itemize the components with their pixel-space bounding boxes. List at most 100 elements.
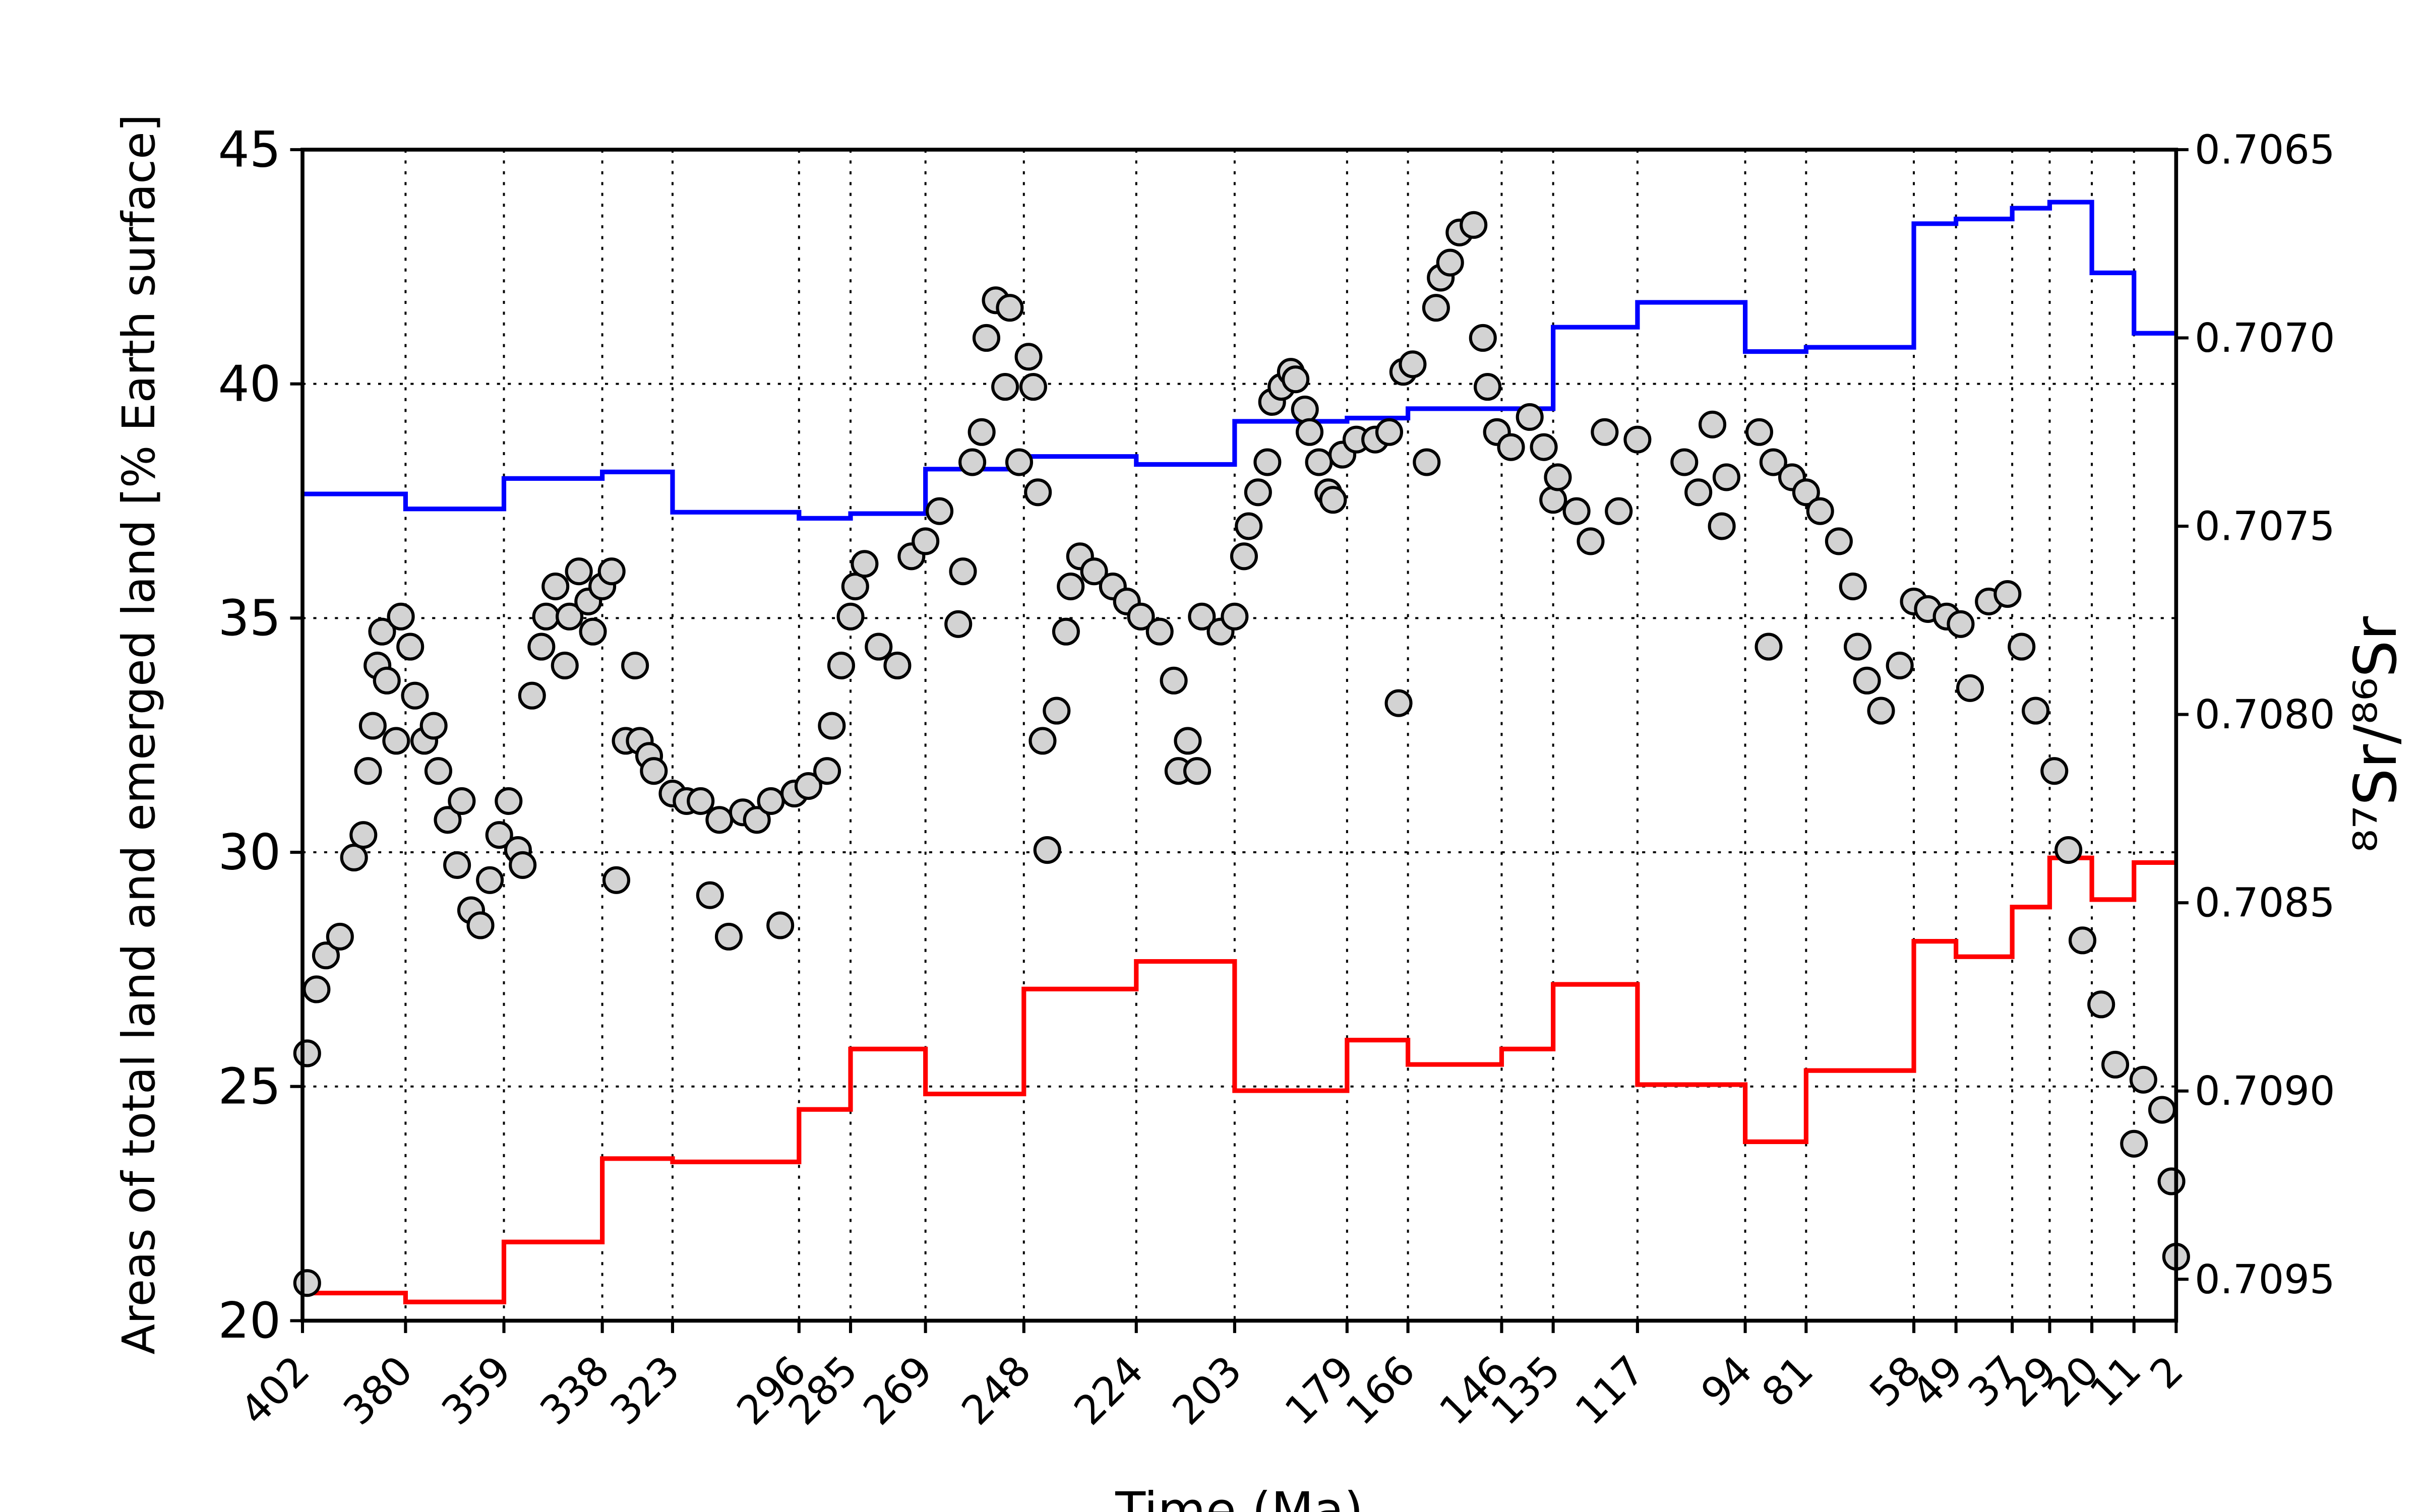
scatter-point [958, 448, 987, 476]
y-tick-label: 20 [218, 1292, 281, 1350]
scatter-point [2129, 1065, 2157, 1094]
scatter-point [326, 922, 354, 951]
scatter-point [1839, 573, 1867, 601]
x-tick-label: 402 [231, 1347, 319, 1434]
scatter-point [640, 757, 668, 785]
plot-frame [300, 148, 2179, 1323]
y2-axis-label: ⁸⁷Sr/⁸⁶Sr [2342, 616, 2410, 852]
scatter-point [794, 772, 822, 800]
y-tick-label: 25 [218, 1058, 281, 1115]
scatter-point [354, 757, 382, 785]
scatter-point [1670, 448, 1699, 476]
scatter-point [1843, 633, 1872, 661]
scatter-point [1591, 418, 1619, 446]
scatter-point [991, 373, 1019, 401]
scatter-point [556, 602, 584, 631]
scatter-point [448, 787, 476, 815]
scatter-point [1183, 757, 1212, 785]
scatter-point [532, 602, 560, 631]
scatter-point [1043, 697, 1071, 725]
scatter-point [1052, 617, 1080, 646]
scatter-point [851, 550, 879, 578]
scatter-point [1230, 542, 1258, 571]
scatter-point [1754, 633, 1783, 661]
scatter-point [1886, 651, 1914, 680]
x-tick-label: 94 [1692, 1347, 1761, 1416]
scatter-point [1295, 418, 1324, 446]
scatter-point [495, 787, 523, 815]
scatter-point [1019, 373, 1047, 401]
scatter-point [434, 806, 462, 834]
scatter-point [1384, 689, 1413, 717]
scatter-point [1745, 418, 1773, 446]
scatter-point [387, 602, 415, 631]
x-tick-label: 338 [531, 1347, 618, 1434]
step-line [302, 200, 2176, 521]
y-tick-label: 35 [218, 590, 281, 647]
scatter-point [1028, 727, 1057, 755]
y2-tick-label: 0.7065 [2195, 126, 2335, 173]
scatter-point [687, 787, 715, 815]
y2-tick-label: 0.7085 [2195, 879, 2335, 926]
scatter-point [1291, 395, 1319, 423]
scatter-point [419, 712, 448, 740]
y-axis-label: Areas of total land and emerged land [% … [113, 114, 165, 1355]
scatter-point [1057, 573, 1085, 601]
scatter-point [349, 821, 378, 849]
scatter-point [1806, 497, 1834, 525]
scatter-point [1145, 617, 1174, 646]
scatter-point [373, 666, 401, 695]
y-tick-label: 30 [218, 824, 281, 881]
scatter-point [541, 573, 570, 601]
scatter-point [1319, 486, 1347, 514]
scatter-point [1516, 403, 1544, 431]
scatter-point [2101, 1050, 2130, 1079]
scatter-point [967, 418, 996, 446]
scatter-point [1708, 512, 1736, 540]
scatter-point [1305, 448, 1333, 476]
scatter-point [1539, 486, 1567, 514]
scatter-point [1469, 324, 1497, 352]
scatter-point [743, 806, 771, 834]
scatter-point [1497, 433, 1525, 461]
step-line [302, 855, 2176, 1304]
scatter-point [714, 922, 743, 951]
scatter-point [1605, 497, 1633, 525]
scatter-point [424, 757, 452, 785]
scatter-point [1014, 343, 1043, 371]
scatter-point [1399, 350, 1427, 379]
scatter-point [1562, 497, 1591, 525]
scatter-point [396, 633, 425, 661]
scatter-point [883, 651, 912, 680]
scatter-point [1867, 697, 1895, 725]
scatter-point [818, 712, 846, 740]
scatter-point [1244, 478, 1272, 507]
scatter-point [1947, 610, 1975, 638]
scatter-point [1127, 602, 1155, 631]
scatter-point [1577, 527, 1605, 555]
scatter-point [2157, 1167, 2186, 1195]
scatter-point [1792, 478, 1820, 507]
scatter-point [1188, 602, 1216, 631]
y2-tick-label: 0.7080 [2195, 691, 2335, 738]
scatter-point [1413, 448, 1441, 476]
scatter-point [1033, 836, 1061, 864]
scatter-point [696, 881, 724, 909]
scatter-point [1460, 211, 1488, 239]
scatter-point [1375, 418, 1404, 446]
scatter-point [2022, 697, 2050, 725]
y2-tick-label: 0.7075 [2195, 503, 2335, 550]
scatter-point [1005, 448, 1034, 476]
scatter-point [527, 633, 556, 661]
scatter-point [1684, 478, 1713, 507]
scatter-point [1698, 410, 1727, 438]
scatter-point [2008, 633, 2036, 661]
scatter-point [476, 866, 504, 894]
scatter-point [836, 602, 865, 631]
x-tick-label: 203 [1164, 1347, 1251, 1434]
scatter-point [1422, 294, 1450, 322]
scatter-point [358, 712, 387, 740]
scatter-point [621, 651, 649, 680]
x-tick-label: 224 [1065, 1347, 1152, 1434]
scatter-point [1080, 557, 1108, 586]
